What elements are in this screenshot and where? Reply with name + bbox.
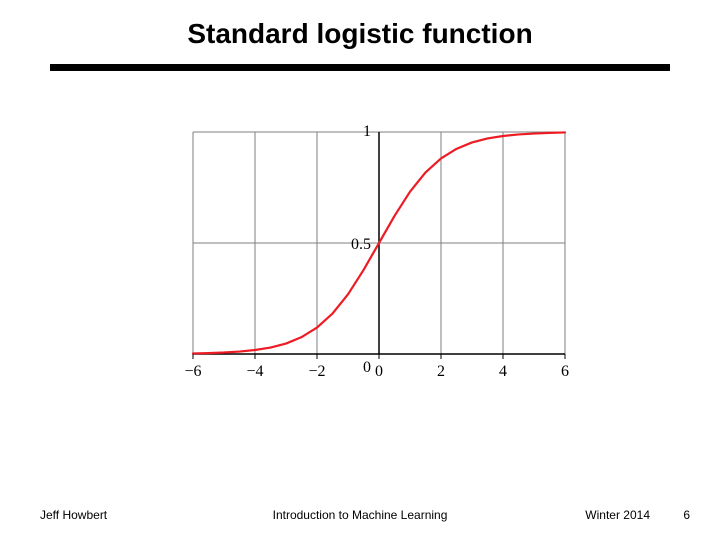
x-tick-label: −6 xyxy=(184,363,201,380)
y-tick-label: 0 xyxy=(363,359,371,376)
slide: Standard logistic function −6 −4 −2 0 2 4 6 0 0.… xyxy=(0,0,720,540)
x-tick-label: −4 xyxy=(246,363,263,380)
x-tick-label: 6 xyxy=(561,363,569,380)
footer-author: Jeff Howbert xyxy=(40,508,107,522)
slide-title: Standard logistic function xyxy=(0,18,720,50)
y-tick-label: 0.5 xyxy=(351,236,371,253)
footer-page: 6 xyxy=(683,508,690,522)
title-rule xyxy=(50,64,670,71)
x-tick-label: 0 xyxy=(375,363,383,380)
chart-svg: −6 −4 −2 0 2 4 6 0 0.5 1 xyxy=(145,120,575,390)
logistic-chart: −6 −4 −2 0 2 4 6 0 0.5 1 xyxy=(145,120,575,390)
x-tick-label: −2 xyxy=(308,363,325,380)
x-tick-label: 4 xyxy=(499,363,507,380)
x-tick-label: 2 xyxy=(437,363,445,380)
footer-term: Winter 2014 xyxy=(585,508,650,522)
footer: Jeff Howbert Introduction to Machine Lea… xyxy=(0,508,720,522)
y-tick-label: 1 xyxy=(363,123,371,140)
